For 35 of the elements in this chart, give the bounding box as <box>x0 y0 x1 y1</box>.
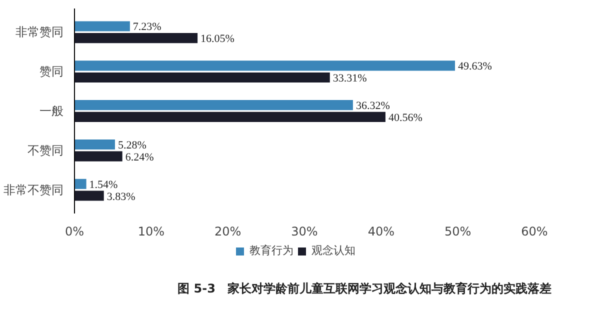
data-label: 36.32% <box>356 100 390 112</box>
y-tick-label: 一般 <box>40 104 64 118</box>
x-tick-label: 50% <box>444 224 472 238</box>
legend-label: 教育行为 <box>249 243 294 258</box>
data-label: 33.31% <box>332 72 367 84</box>
data-label: 40.56% <box>388 112 422 124</box>
x-tick-label: 10% <box>138 224 165 238</box>
y-tick-label: 赞同 <box>40 64 64 79</box>
bar <box>74 139 115 150</box>
bar <box>74 21 130 32</box>
y-tick-label: 不赞同 <box>28 143 64 158</box>
text: 图 5-3 家长对学龄前儿童互联网学习观念认知与教育行为的实践落差 <box>178 282 552 296</box>
bar <box>74 72 330 83</box>
y-tick-label: 非常不赞同 <box>4 182 64 197</box>
x-tick-label: 20% <box>214 224 242 238</box>
bar <box>74 100 353 110</box>
bar <box>74 151 122 162</box>
data-label: 16.05% <box>200 33 234 46</box>
data-label: 6.24% <box>125 151 154 164</box>
data-label: 1.54% <box>89 178 118 191</box>
data-label: 5.28% <box>118 140 146 152</box>
y-tick-label: 非常赞同 <box>16 25 64 40</box>
bar <box>74 178 86 189</box>
bar <box>74 60 455 71</box>
legend-label: 观念认知 <box>311 243 356 258</box>
data-label: 7.23% <box>132 21 162 34</box>
x-tick-label: 40% <box>368 224 395 238</box>
x-tick-label: 30% <box>291 224 318 238</box>
data-label: 3.83% <box>106 190 136 203</box>
bar <box>74 190 104 201</box>
bar <box>74 33 198 44</box>
x-tick-label: 0% <box>64 224 84 238</box>
x-tick-label: 60% <box>521 224 548 238</box>
data-label: 49.63% <box>458 60 492 73</box>
bar <box>74 112 386 122</box>
